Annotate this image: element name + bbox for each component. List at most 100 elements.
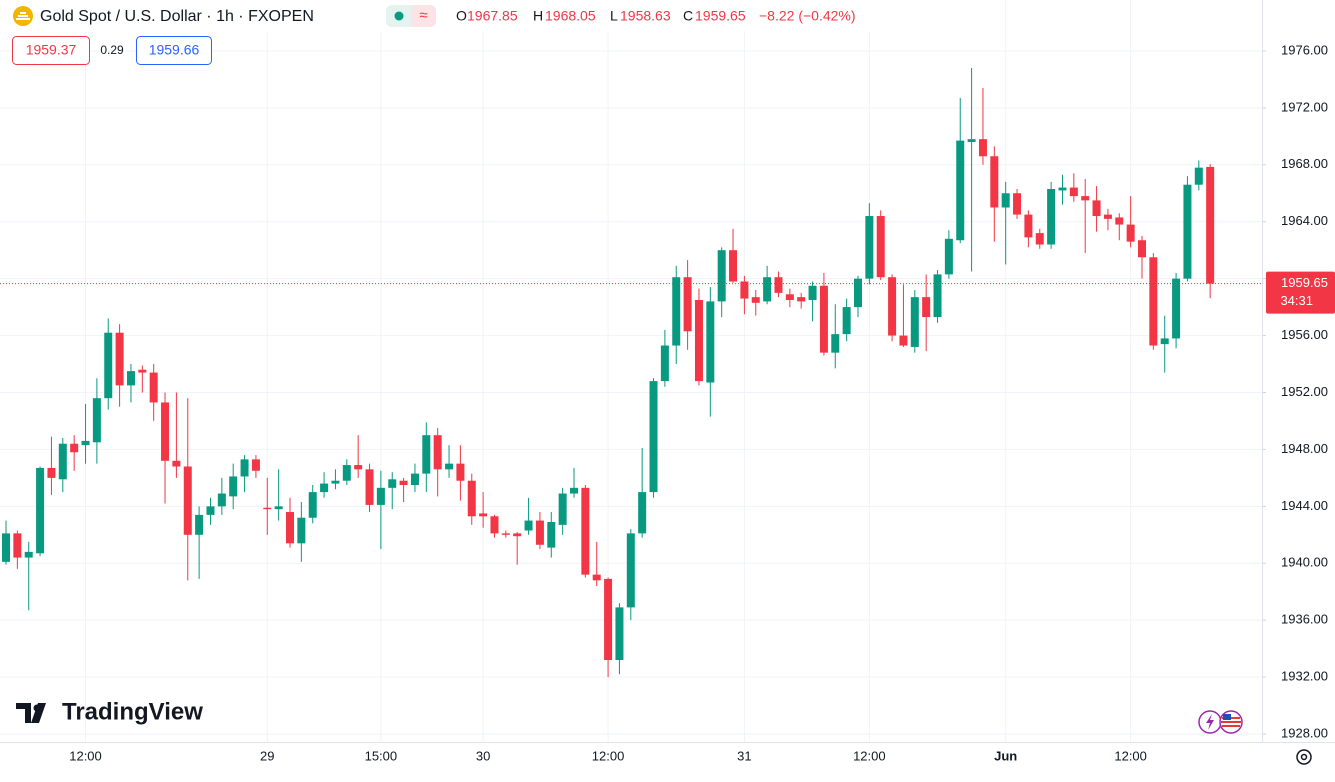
candle-body — [1103, 214, 1112, 219]
candle-body — [990, 156, 999, 208]
candle-body — [854, 278, 862, 308]
candle-body — [944, 238, 953, 275]
candle-body — [479, 513, 488, 517]
candle-body — [888, 277, 897, 336]
candle-body — [729, 250, 738, 282]
symbol-title: Gold Spot / U.S. Dollar · 1h · FXOPEN — [40, 8, 314, 25]
candle-body — [694, 299, 703, 382]
candle-body — [865, 216, 874, 279]
candle-body — [592, 574, 601, 581]
candle-body — [933, 274, 942, 318]
candle-body — [240, 459, 249, 477]
candle-body — [626, 533, 635, 608]
y-tick-label: 1932.00 — [1281, 669, 1328, 684]
candle-body — [161, 402, 170, 461]
candle-body — [513, 533, 522, 537]
candle-body — [615, 607, 624, 661]
lightning-glyph — [1206, 714, 1214, 730]
candle-body — [558, 493, 567, 525]
candle-body — [1013, 193, 1022, 215]
x-tick-label: 30 — [476, 748, 490, 763]
candle-body — [342, 465, 351, 481]
candle-body — [740, 281, 749, 299]
candle-body — [58, 443, 67, 480]
candle-body — [104, 332, 113, 399]
delay-pill[interactable] — [411, 5, 436, 27]
candle-body — [70, 443, 79, 453]
candle-body — [717, 250, 726, 302]
candle-body — [604, 578, 613, 661]
candle-body — [1047, 188, 1056, 245]
y-tick-label: 1952.00 — [1281, 384, 1328, 399]
candle-body — [1092, 200, 1101, 217]
candle-body — [956, 140, 965, 241]
candle-body — [331, 480, 340, 484]
candle-body — [217, 493, 226, 507]
candle-body — [320, 483, 329, 493]
y-tick-label: 1944.00 — [1281, 498, 1328, 513]
candle-body — [467, 480, 476, 517]
candle-body — [422, 435, 431, 474]
candle-body — [456, 463, 465, 481]
ohlc-value: 1968.05 — [545, 8, 596, 24]
candle-body — [195, 514, 204, 535]
candle-body — [1069, 187, 1078, 197]
last-price-badge — [1266, 271, 1335, 314]
candle-body — [967, 139, 976, 143]
x-tick-label: 12:00 — [1114, 748, 1147, 763]
y-tick-label: 1940.00 — [1281, 555, 1328, 570]
sell-price: 1959.37 — [26, 42, 77, 58]
candle-body — [24, 551, 33, 558]
x-tick-label: 12:00 — [69, 748, 102, 763]
candle-body — [365, 469, 374, 505]
candle-body — [501, 533, 510, 535]
candle-body — [433, 435, 442, 470]
grid — [0, 0, 1262, 742]
ohlc-value: 1959.65 — [695, 8, 746, 24]
candle-body — [229, 476, 238, 497]
candle-body — [706, 301, 715, 383]
candle-body — [376, 487, 385, 505]
x-tick-label: Jun — [994, 748, 1017, 763]
logo-icon-dot — [33, 704, 41, 712]
x-tick-label: 29 — [260, 748, 274, 763]
x-tick-label: 12:00 — [592, 748, 625, 763]
x-tick-label: 12:00 — [853, 748, 886, 763]
market-open-dot — [394, 11, 404, 21]
y-tick-label: 1948.00 — [1281, 441, 1328, 456]
candles — [0, 68, 1262, 678]
candle-body — [819, 285, 828, 353]
candle-body — [263, 507, 272, 510]
spread: 0.29 — [100, 43, 124, 57]
candle-body — [13, 533, 22, 558]
candle-body — [1149, 257, 1158, 346]
candle-body — [638, 492, 647, 534]
candle-body — [672, 277, 681, 346]
settings-icon[interactable] — [1296, 749, 1312, 765]
candle-body — [763, 277, 772, 302]
logo-text: TradingView — [62, 698, 203, 725]
candle-body — [683, 277, 692, 332]
candle-body — [388, 479, 397, 488]
candle-body — [785, 294, 794, 300]
candle-body — [92, 398, 101, 443]
ohlc-label: L — [610, 8, 618, 24]
logo-icon — [16, 703, 46, 723]
change: −8.22 (−0.42%) — [759, 8, 856, 24]
buy-button[interactable] — [136, 36, 212, 65]
candle-body — [81, 440, 90, 446]
candle-body — [1081, 196, 1090, 201]
candle-body — [1024, 214, 1033, 238]
y-tick-label: 1964.00 — [1281, 213, 1328, 228]
y-tick-label: 1968.00 — [1281, 156, 1328, 171]
y-tick-label: 1928.00 — [1281, 725, 1328, 740]
candle-body — [490, 516, 499, 534]
candle-body — [354, 465, 363, 470]
candle-body — [660, 345, 669, 382]
candle-body — [581, 487, 590, 575]
ohlc-label: O — [456, 8, 467, 24]
candle-body — [445, 463, 454, 470]
sell-button[interactable] — [12, 36, 90, 65]
symbol-icon-bars — [16, 12, 30, 20]
ohlc-label: H — [533, 8, 543, 24]
